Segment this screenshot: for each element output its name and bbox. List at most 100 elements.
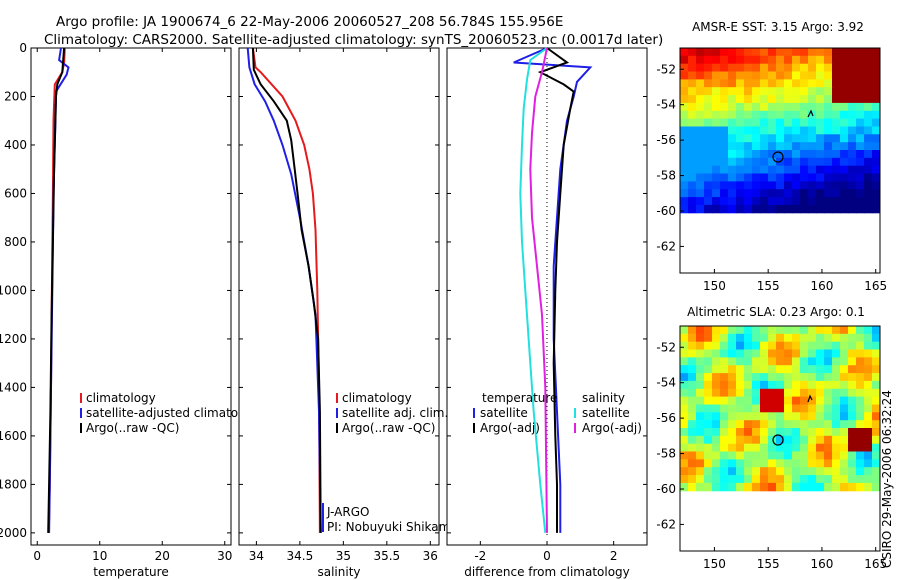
sst-heatmap-cell — [752, 157, 761, 167]
sst-heatmap-cell — [784, 110, 793, 120]
sst-heatmap-cell — [816, 165, 825, 175]
sst-heatmap-cell — [800, 87, 809, 96]
sst-heatmap-cell — [776, 71, 785, 80]
sla-heatmap-cell — [832, 435, 841, 445]
sst-heatmap-cell — [752, 55, 761, 65]
sst-heatmap-cell — [680, 204, 689, 214]
sla-heatmap-cell — [760, 459, 769, 468]
sla-heatmap-cell — [784, 428, 793, 437]
sst-heatmap-cell — [696, 102, 705, 112]
sla-heatmap-cell — [792, 451, 801, 460]
sla-heatmap-cell — [784, 482, 793, 492]
sla-heatmap-cell — [800, 451, 809, 460]
sst-heatmap-cell — [784, 63, 793, 73]
sla-heatmap-cell — [768, 459, 777, 468]
sst-heatmap-cell — [744, 55, 753, 65]
sst-heatmap-cell — [776, 204, 785, 214]
sst-heatmap-cell — [720, 79, 729, 88]
sst-map-argo-position-marker — [772, 151, 784, 163]
sla-heatmap-cell — [704, 388, 713, 398]
sla-heatmap-cell — [752, 404, 761, 413]
sla-heatmap-cell — [848, 467, 857, 476]
sst-heatmap-cell — [800, 71, 809, 80]
sst-heatmap-cell — [800, 181, 809, 190]
sst-heatmap-cell — [680, 157, 689, 167]
sla-heatmap-cell — [720, 420, 729, 429]
sla-heatmap-cell — [864, 443, 873, 453]
sst-heatmap-cell — [704, 189, 713, 198]
sla-heatmap-cell — [792, 435, 801, 445]
sla-heatmap-cell — [872, 333, 880, 343]
sla-heatmap-cell — [720, 357, 729, 366]
sla-heatmap-cell — [776, 428, 785, 437]
sla-heatmap-cell — [864, 428, 873, 437]
difference-from-climatology-series-temperature-satellite — [513, 47, 593, 533]
sla-heatmap-cell — [720, 435, 729, 445]
sst-heatmap-cell — [752, 181, 761, 190]
sst-heatmap-cell — [832, 150, 841, 159]
sst-heatmap-cell — [808, 197, 817, 206]
sst-heatmap-cell — [712, 204, 721, 214]
sst-heatmap-cell — [720, 197, 729, 206]
sst-heatmap-cell — [752, 79, 761, 88]
sst-heatmap-cell — [872, 204, 880, 214]
sst-heatmap-cell — [784, 55, 793, 65]
sla-heatmap-cell — [816, 365, 825, 374]
sst-heatmap-cell — [832, 63, 841, 73]
sla-map-ytick-label: -54 — [656, 376, 676, 390]
sla-heatmap-cell — [784, 435, 793, 445]
depth-tick-label: 200 — [4, 89, 27, 103]
sst-heatmap-cell — [704, 173, 713, 182]
sla-map-panel: Altimetric SLA: 0.23 Argo: 0.1 150 155 160… — [656, 305, 887, 571]
sla-map-ytick-label: -52 — [656, 340, 676, 354]
sst-heatmap-cell — [696, 157, 705, 167]
sla-heatmap-cell — [736, 341, 745, 351]
sst-heatmap-cell — [688, 126, 697, 135]
sst-heatmap-cell — [808, 95, 817, 104]
sla-heatmap-cell — [752, 420, 761, 429]
sla-heatmap-cell — [832, 451, 841, 460]
sst-heatmap-cell — [800, 55, 809, 65]
sst-heatmap-cell — [792, 118, 801, 127]
sla-heatmap-cell — [856, 404, 865, 413]
sst-heatmap-cell — [792, 134, 801, 143]
sst-heatmap-cell — [696, 134, 705, 143]
sst-heatmap-cell — [840, 181, 849, 190]
sst-heatmap-cell — [696, 204, 705, 214]
sla-heatmap-cell — [864, 412, 873, 421]
sst-heatmap-cell — [872, 71, 880, 80]
sst-heatmap-cell — [760, 71, 769, 80]
sst-heatmap-cell — [736, 134, 745, 143]
sla-heatmap-cell — [840, 333, 849, 343]
sst-heatmap-cell — [696, 165, 705, 175]
sst-heatmap-cell — [776, 55, 785, 65]
sla-heatmap-cell — [728, 459, 737, 468]
sst-heatmap-cell — [696, 126, 705, 135]
sla-heatmap-cell — [872, 459, 880, 468]
sst-heatmap-cell — [872, 87, 880, 96]
sst-heatmap-cell — [848, 48, 857, 57]
sst-heatmap-cell — [712, 173, 721, 182]
sla-heatmap-cell — [680, 357, 689, 366]
salinity-profile-xtick-label: 35 — [336, 549, 351, 563]
sla-heatmap-cell — [840, 380, 849, 390]
sla-heatmap-cell — [840, 482, 849, 492]
sst-heatmap-cell — [808, 79, 817, 88]
sst-heatmap-cell — [752, 189, 761, 198]
sst-heatmap-cell — [832, 102, 841, 112]
sst-map-xtick-label: 150 — [703, 279, 726, 293]
sst-heatmap-cell — [760, 126, 769, 135]
sla-heatmap-cell — [856, 388, 865, 398]
sla-heatmap-cell — [864, 349, 873, 358]
salinity-profile-xtick-label: 35.5 — [373, 549, 400, 563]
sst-map-xtick-label: 160 — [810, 279, 833, 293]
sla-heatmap-cell — [736, 365, 745, 374]
sst-heatmap-cell — [728, 71, 737, 80]
sst-heatmap-cell — [872, 95, 880, 104]
sla-heatmap-cell — [744, 451, 753, 460]
sla-heatmap-cell — [752, 357, 761, 366]
sst-heatmap-cell — [776, 189, 785, 198]
sst-heatmap-cell — [744, 95, 753, 104]
sla-heatmap-cell — [768, 373, 777, 382]
sla-heatmap-cell — [824, 475, 833, 484]
